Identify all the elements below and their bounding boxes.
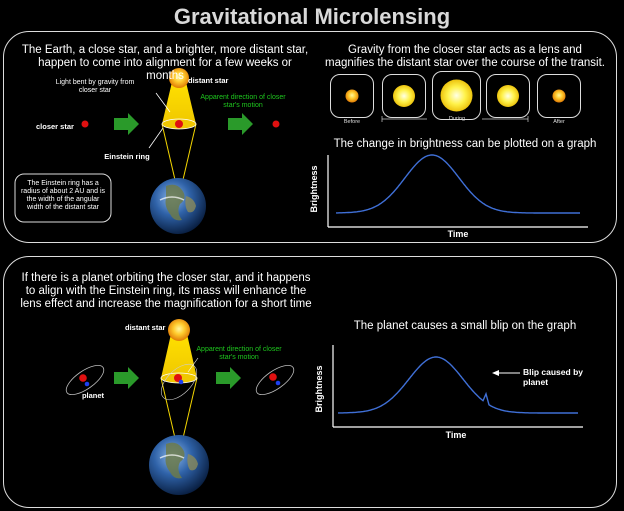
top-graph-caption: The change in brightness can be plotted … xyxy=(333,138,597,150)
earth-bottom xyxy=(149,435,209,495)
bottom-graph-xlabel: Time xyxy=(445,430,467,440)
distant-star-bottom xyxy=(168,319,190,341)
stage-box-during-3 xyxy=(486,74,530,118)
bottom-graph xyxy=(332,345,583,428)
closer-star-right-top xyxy=(272,120,280,128)
top-panel xyxy=(3,31,617,243)
bottom-graph-caption: The planet causes a small blip on the gr… xyxy=(353,320,577,332)
light-bent-label: Light bent by gravity from closer star xyxy=(55,79,135,94)
motion-arrow-top-2 xyxy=(228,113,253,135)
motion-arrow-bottom-2 xyxy=(216,367,241,389)
light-beam-bottom xyxy=(160,334,198,439)
during-bracket xyxy=(381,116,529,122)
bottom-graph-ylabel: Brightness xyxy=(314,365,324,413)
note-box xyxy=(14,173,112,223)
top-graph xyxy=(327,154,588,228)
light-beam-top xyxy=(161,82,197,185)
bottom-intro: If there is a planet orbiting the closer… xyxy=(20,272,312,310)
motion-arrow-bottom-1 xyxy=(114,367,139,389)
earth-top xyxy=(150,178,206,234)
stage-box-during-peak xyxy=(432,71,481,120)
closer-star-center-top xyxy=(175,120,183,128)
bottom-panel xyxy=(3,256,617,508)
einstein-ring-label: Einstein ring xyxy=(104,152,150,161)
page-title: Gravitational Microlensing xyxy=(173,4,451,29)
stage-label-during: During xyxy=(448,116,466,122)
stage-label-before: Before xyxy=(343,119,361,125)
orbit-right xyxy=(255,364,295,396)
blip-label: Blip caused by planet xyxy=(523,367,583,387)
distant-star-label-top: distant star xyxy=(188,76,229,85)
closer-star-left-top xyxy=(81,120,89,128)
closer-star-label: closer star xyxy=(36,122,74,131)
distant-star-label-bottom: distant star xyxy=(125,323,166,332)
top-graph-xlabel: Time xyxy=(447,229,469,239)
orbit-left xyxy=(65,364,105,396)
apparent-direction-label-bottom: Apparent direction of closer star's moti… xyxy=(196,346,282,361)
stage-box-before xyxy=(330,74,374,118)
apparent-direction-label-top: Apparent direction of closer star's moti… xyxy=(200,94,286,109)
planet-label: planet xyxy=(81,391,105,400)
motion-arrow-top-1 xyxy=(114,113,139,135)
planet-center-bottom xyxy=(178,379,184,385)
stage-box-after xyxy=(537,74,581,118)
distant-star-top xyxy=(169,68,189,88)
lens-description: Gravity from the closer star acts as a l… xyxy=(325,44,605,69)
stage-box-during-1 xyxy=(382,74,426,118)
top-intro: The Earth, a close star, and a brighter,… xyxy=(21,44,309,82)
einstein-note: The Einstein ring has a radius of about … xyxy=(20,180,106,211)
top-graph-ylabel: Brightness xyxy=(309,165,319,213)
stage-label-after: After xyxy=(553,119,565,125)
